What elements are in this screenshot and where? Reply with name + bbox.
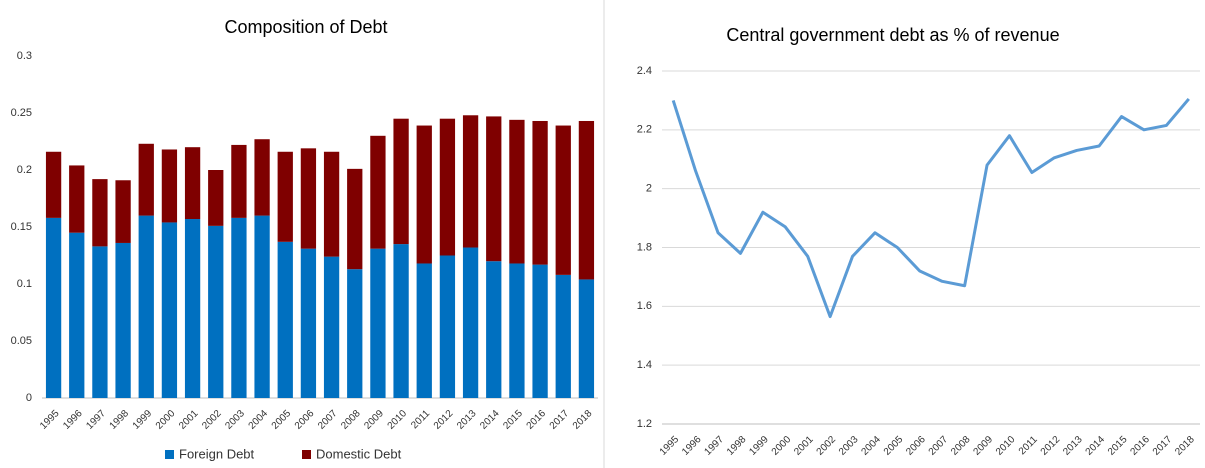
legend-label: Domestic Debt: [316, 446, 402, 461]
bar-segment: [161, 149, 178, 223]
bar-segment: [277, 151, 293, 242]
bar-segment: [462, 247, 479, 398]
bar-segment: [416, 263, 432, 398]
bar-segment: [323, 151, 340, 257]
bar-segment: [277, 241, 293, 398]
bar-segment: [347, 168, 363, 270]
bar-segment: [208, 170, 224, 226]
bar-segment: [578, 120, 595, 280]
line-series: [671, 97, 1190, 319]
bar-segment: [555, 274, 571, 398]
y-tick-label: 1.4: [637, 359, 652, 371]
bar-segment: [416, 125, 432, 264]
bar-segment: [254, 215, 270, 398]
bar-segment: [300, 248, 317, 398]
bar-segment: [184, 147, 201, 220]
bar-segment: [486, 261, 502, 398]
bar-segment: [92, 246, 108, 398]
bar-segment: [532, 264, 548, 398]
bar-segment: [69, 165, 85, 233]
bar-segment: [347, 269, 363, 398]
y-tick-label: 0.2: [17, 164, 32, 176]
bar-segment: [184, 219, 201, 398]
bar-segment: [578, 279, 595, 398]
y-tick-label: 2.4: [637, 65, 652, 77]
bar-segment: [555, 125, 571, 275]
chart-title: Composition of Debt: [224, 17, 387, 37]
y-tick-label: 1.6: [637, 300, 652, 312]
y-tick-label: 0: [26, 392, 32, 404]
y-tick-label: 0.05: [11, 335, 32, 347]
bar-segment: [439, 255, 456, 398]
bar-segment: [45, 151, 62, 218]
y-tick-label: 2.2: [637, 124, 652, 136]
y-tick-label: 2: [646, 183, 652, 195]
bar-segment: [69, 232, 85, 398]
bar-segment: [231, 144, 247, 218]
bar-segment: [370, 248, 386, 398]
bar-segment: [323, 256, 340, 398]
bar-segment: [532, 120, 548, 265]
bar-segment: [138, 215, 154, 398]
bar-segment: [254, 139, 270, 216]
legend-label: Foreign Debt: [179, 446, 255, 461]
bar-segment: [509, 263, 525, 398]
bar-segment: [208, 225, 224, 398]
y-tick-label: 1.8: [637, 241, 652, 253]
bar-segment: [161, 222, 178, 398]
y-tick-label: 0.1: [17, 278, 32, 290]
bar-segment: [92, 179, 108, 247]
chart-title: Central government debt as % of revenue: [726, 25, 1059, 45]
bar-segment: [300, 148, 317, 249]
legend-swatch: [165, 450, 174, 459]
bar-segment: [45, 217, 62, 398]
bar-segment: [115, 242, 131, 398]
bar-segment: [370, 135, 386, 249]
bar-segment: [115, 180, 131, 243]
bar-segment: [393, 244, 409, 398]
bar-segment: [138, 143, 154, 216]
bar-segment: [231, 217, 247, 398]
bar-segment: [509, 119, 525, 264]
y-tick-label: 1.2: [637, 418, 652, 430]
y-tick-label: 0.15: [11, 221, 32, 233]
bar-segment: [439, 118, 456, 256]
bar-segment: [462, 115, 479, 248]
y-tick-label: 0.25: [11, 107, 32, 119]
y-tick-label: 0.3: [17, 50, 32, 62]
bar-segment: [393, 118, 409, 245]
bar-segment: [486, 116, 502, 262]
legend-swatch: [302, 450, 311, 459]
